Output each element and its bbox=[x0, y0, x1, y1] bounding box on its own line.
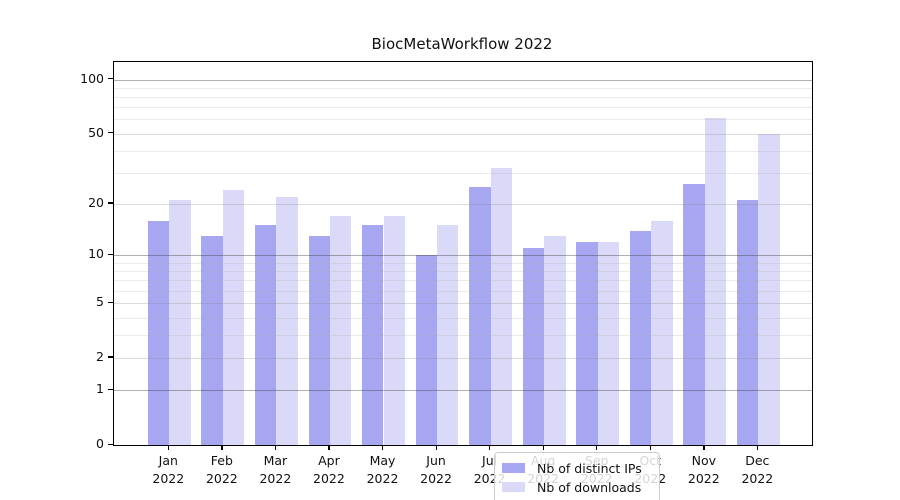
y-tick-label-50: 50 bbox=[88, 124, 104, 140]
gridline-y-40 bbox=[114, 150, 812, 152]
x-tick-label-mar: Mar 2022 bbox=[259, 453, 292, 486]
x-tick-oct bbox=[649, 445, 652, 451]
x-tick-jul bbox=[489, 445, 491, 451]
x-tick-may bbox=[382, 445, 384, 451]
bar-downloads-mar bbox=[276, 196, 298, 445]
y-tick-label-20: 20 bbox=[88, 194, 104, 210]
y-tick-label-0: 0 bbox=[96, 436, 104, 451]
x-tick-nov bbox=[703, 445, 705, 451]
bar-downloads-may bbox=[383, 216, 405, 445]
bar-downloads-dec bbox=[758, 133, 780, 445]
x-tick-label-dec: Dec 2022 bbox=[741, 453, 774, 486]
x-tick-jan bbox=[167, 445, 170, 451]
legend-label-downloads: Nb of downloads bbox=[537, 479, 642, 495]
bar-downloads-aug bbox=[544, 236, 566, 445]
y-tick-label-10: 10 bbox=[88, 246, 104, 262]
gridline-y-2 bbox=[114, 357, 812, 359]
bar-downloads-jan bbox=[169, 200, 191, 445]
bar-downloads-nov bbox=[704, 118, 727, 445]
bar-ips-sep bbox=[576, 241, 598, 445]
bar-downloads-oct bbox=[651, 220, 673, 445]
legend-label-distinct-ips: Nb of distinct IPs bbox=[537, 460, 642, 476]
gridline-y-30 bbox=[114, 173, 812, 175]
bar-ips-feb bbox=[201, 236, 223, 445]
bar-downloads-jun bbox=[437, 225, 459, 445]
bar-downloads-feb bbox=[222, 190, 245, 445]
gridline-y-100 bbox=[114, 79, 812, 81]
legend-item-downloads: Nb of downloads bbox=[495, 480, 659, 495]
bar-downloads-sep bbox=[597, 241, 620, 445]
y-tick-20 bbox=[108, 202, 113, 204]
legend: Nb of distinct IPs Nb of downloads bbox=[494, 452, 660, 500]
legend-item-distinct-ips: Nb of distinct IPs bbox=[495, 461, 659, 476]
y-tick-50 bbox=[108, 132, 113, 134]
gridline-y-7 bbox=[114, 280, 812, 282]
x-tick-aug bbox=[542, 445, 544, 451]
x-tick-label-nov: Nov 2022 bbox=[687, 453, 720, 486]
x-tick-mar bbox=[274, 445, 277, 451]
y-tick-100 bbox=[108, 78, 113, 80]
gridline-y-80 bbox=[114, 96, 812, 98]
gridline-y-50 bbox=[114, 133, 812, 135]
bar-ips-aug bbox=[522, 248, 545, 445]
bar-downloads-jul bbox=[490, 168, 512, 445]
gridline-y-20 bbox=[114, 203, 812, 205]
legend-swatch-downloads bbox=[502, 482, 525, 492]
gridline-y-6 bbox=[114, 290, 812, 292]
y-tick-5 bbox=[108, 301, 113, 303]
bar-ips-mar bbox=[255, 225, 277, 445]
x-tick-label-apr: Apr 2022 bbox=[313, 453, 345, 486]
gridline-y-10 bbox=[114, 255, 812, 257]
x-tick-jun bbox=[435, 445, 437, 451]
y-tick-2 bbox=[108, 356, 113, 358]
bar-ips-dec bbox=[736, 200, 759, 445]
y-tick-1 bbox=[108, 388, 113, 390]
x-tick-apr bbox=[328, 445, 330, 451]
y-tick-10 bbox=[108, 253, 113, 255]
x-tick-label-jun: Jun 2022 bbox=[420, 453, 452, 486]
y-tick-label-100: 100 bbox=[80, 70, 104, 86]
gridline-y-8 bbox=[114, 270, 812, 272]
bar-ips-jul bbox=[469, 186, 491, 445]
legend-swatch-distinct-ips bbox=[502, 463, 525, 473]
x-tick-label-feb: Feb 2022 bbox=[205, 453, 238, 486]
bar-ips-jan bbox=[147, 220, 170, 445]
gridline-y-9 bbox=[114, 262, 812, 264]
bar-downloads-apr bbox=[329, 216, 352, 445]
gridline-y-90 bbox=[114, 87, 812, 89]
y-tick-0 bbox=[108, 443, 113, 445]
x-tick-label-jan: Jan 2022 bbox=[152, 453, 185, 486]
plot-area: Nb of distinct IPs Nb of downloads bbox=[113, 61, 813, 500]
gridline-y-60 bbox=[114, 119, 812, 121]
gridline-y-4 bbox=[114, 317, 812, 319]
y-tick-label-2: 2 bbox=[96, 348, 104, 364]
bar-ips-may bbox=[362, 225, 384, 445]
y-tick-label-1: 1 bbox=[96, 381, 104, 397]
x-tick-feb bbox=[221, 445, 223, 451]
y-tick-label-5: 5 bbox=[96, 294, 104, 310]
gridline-y-3 bbox=[114, 335, 812, 337]
bar-ips-oct bbox=[629, 230, 652, 445]
x-tick-sep bbox=[596, 445, 598, 451]
bar-ips-nov bbox=[683, 184, 705, 445]
x-tick-label-may: May 2022 bbox=[366, 453, 399, 486]
bar-ips-jun bbox=[415, 255, 438, 445]
gridline-y-70 bbox=[114, 107, 812, 109]
x-tick-dec bbox=[756, 445, 759, 451]
gridline-y-5 bbox=[114, 303, 812, 305]
bar-ips-apr bbox=[308, 236, 330, 445]
chart-title: BiocMetaWorkflow 2022 bbox=[371, 35, 553, 53]
gridline-y-1 bbox=[114, 390, 812, 392]
